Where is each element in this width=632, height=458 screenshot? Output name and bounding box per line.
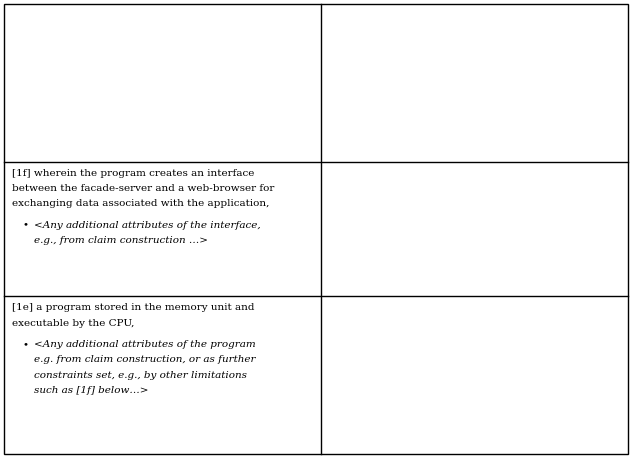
Text: constraints set, e.g., by other limitations: constraints set, e.g., by other limitati…	[34, 371, 247, 380]
Text: e.g. from claim construction, or as further: e.g. from claim construction, or as furt…	[34, 355, 255, 364]
Text: executable by the CPU,: executable by the CPU,	[12, 319, 135, 327]
Text: such as [1f] below…>: such as [1f] below…>	[34, 386, 149, 395]
Text: <Any additional attributes of the program: <Any additional attributes of the progra…	[34, 340, 256, 349]
Text: e.g., from claim construction …>: e.g., from claim construction …>	[34, 236, 208, 245]
Text: <Any additional attributes of the interface,: <Any additional attributes of the interf…	[34, 221, 260, 229]
Text: exchanging data associated with the application,: exchanging data associated with the appl…	[12, 199, 269, 208]
Text: between the facade-server and a web-browser for: between the facade-server and a web-brow…	[12, 184, 274, 193]
Text: •: •	[22, 340, 28, 349]
Text: •: •	[22, 221, 28, 229]
Text: [1e] a program stored in the memory unit and: [1e] a program stored in the memory unit…	[12, 303, 255, 312]
Text: [1f] wherein the program creates an interface: [1f] wherein the program creates an inte…	[12, 169, 254, 178]
